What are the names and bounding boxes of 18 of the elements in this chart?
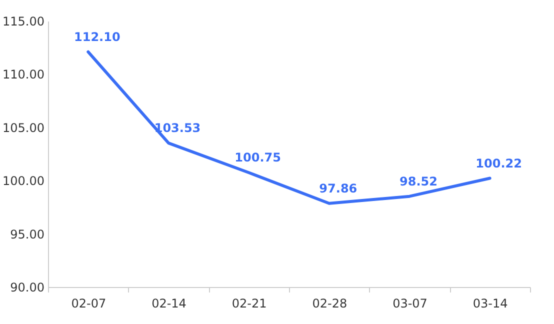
- x-tick-label: 02-14: [152, 296, 186, 310]
- y-tick-label: 100.00: [2, 174, 44, 188]
- y-tick-label: 90.00: [10, 280, 44, 294]
- x-tick-label: 03-07: [392, 296, 428, 310]
- y-tick-label: 115.00: [2, 14, 44, 28]
- y-tick-label: 110.00: [2, 68, 44, 82]
- x-tick-label: 02-28: [312, 296, 348, 310]
- x-tick-label: 03-14: [472, 296, 508, 310]
- x-tick-label: 02-07: [71, 296, 106, 310]
- text: 97.86: [319, 181, 358, 196]
- text: 103.53: [154, 121, 201, 136]
- text: 98.52: [400, 174, 438, 188]
- y-tick-label: 105.00: [2, 120, 44, 135]
- x-tick-label: 02-21: [232, 296, 267, 310]
- text: 100.75: [234, 150, 281, 165]
- text: 112.10: [74, 30, 120, 44]
- y-tick-label: 95.00: [10, 227, 44, 242]
- text: 100.22: [476, 156, 522, 170]
